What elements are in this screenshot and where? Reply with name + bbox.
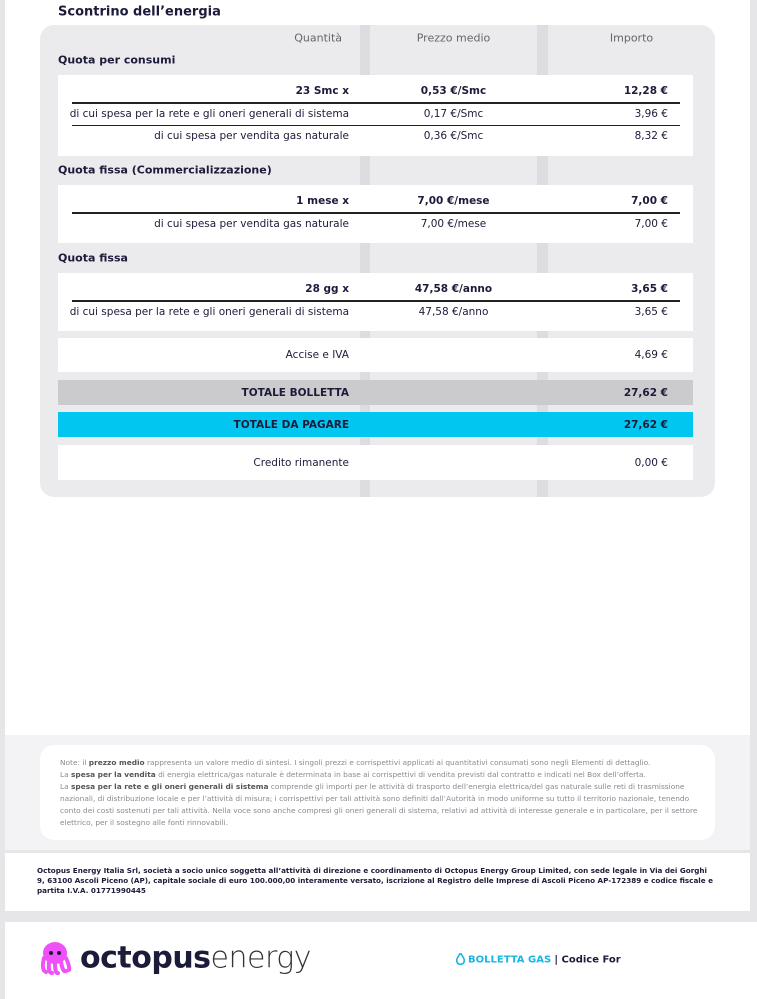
summary-row <box>58 380 693 405</box>
amount: 7,00 € <box>634 217 668 230</box>
code-label: Codice For <box>561 954 621 966</box>
average-price: 47,58 €/anno <box>414 283 493 295</box>
note-paragraph: Note: il prezzo medio rappresenta un val… <box>60 757 705 769</box>
group-block <box>58 185 693 243</box>
gas-icon <box>456 953 465 965</box>
brand-bold: octopus <box>80 940 211 976</box>
notes-box <box>40 745 715 840</box>
summary-row <box>58 412 693 437</box>
logo-bar <box>5 922 757 999</box>
brand: octopusenergy <box>80 940 312 976</box>
row-divider <box>72 212 680 214</box>
average-price: 0,36 €/Smc <box>423 130 484 142</box>
amount: 3,65 € <box>634 305 668 318</box>
summary-label: Credito rimanente <box>253 456 349 469</box>
note-text: rappresenta un valore medio di sintesi. … <box>144 758 651 767</box>
summary-label: TOTALE BOLLETTA <box>241 386 349 399</box>
average-price: 47,58 €/anno <box>418 305 489 318</box>
quantity: di cui spesa per la rete e gli oneri gen… <box>69 107 349 120</box>
section-title: Scontrino dell’energia <box>58 4 221 20</box>
note-emphasis: spesa per la rete e gli oneri generali d… <box>71 782 269 791</box>
column-header: Importo <box>609 31 654 45</box>
summary-row <box>58 445 693 480</box>
group-block <box>58 273 693 331</box>
average-price: 0,53 €/Smc <box>420 85 487 97</box>
octopus-icon <box>40 942 72 976</box>
quantity: 28 gg x <box>305 283 349 295</box>
amount: 7,00 € <box>631 195 668 207</box>
quantity: di cui spesa per la rete e gli oneri gen… <box>69 305 349 318</box>
bill-type: BOLLETTA GAS <box>468 954 552 966</box>
notes-text: Note: il prezzo medio rappresenta un val… <box>60 757 705 829</box>
note-text: di energia elettrica/gas naturale è dete… <box>155 770 646 779</box>
amount: 3,96 € <box>634 107 668 120</box>
note-paragraph: La spesa per la vendita di energia elett… <box>60 769 705 781</box>
column-header: Quantità <box>294 31 342 45</box>
note-text: La <box>60 770 71 779</box>
amount: 12,28 € <box>623 85 668 97</box>
brand-light: energy <box>210 940 312 976</box>
bill-header: BOLLETTA GAS | Codice For <box>468 954 621 966</box>
row-divider <box>72 300 680 302</box>
note-text: Note: il <box>60 758 89 767</box>
note-emphasis: spesa per la vendita <box>71 770 156 779</box>
summary-amount: 27,62 € <box>623 386 668 399</box>
summary-label: TOTALE DA PAGARE <box>233 418 349 431</box>
column-header: Prezzo medio <box>416 31 491 45</box>
note-emphasis: prezzo medio <box>88 758 145 767</box>
amount: 8,32 € <box>634 130 668 142</box>
row-divider <box>72 124 680 126</box>
group-block <box>58 75 693 156</box>
quantity: di cui spesa per vendita gas naturale <box>154 217 349 230</box>
quantity: 1 mese x <box>296 195 349 207</box>
quantity: di cui spesa per vendita gas naturale <box>154 130 349 142</box>
column-gutter <box>537 25 548 497</box>
company-info: Octopus Energy Italia Srl, società a soc… <box>37 866 714 895</box>
note-paragraph: La spesa per la rete e gli oneri general… <box>60 781 705 829</box>
average-price: 7,00 €/mese <box>417 195 490 207</box>
summary-label: Accise e IVA <box>285 349 349 361</box>
summary-amount: 27,62 € <box>623 418 668 431</box>
footer <box>5 853 750 911</box>
average-price: 0,17 €/Smc <box>423 107 484 120</box>
column-gutter <box>360 25 370 497</box>
row-divider <box>72 102 680 104</box>
group-title: Quota per consumi <box>58 53 176 67</box>
group-title: Quota fissa (Commercializzazione) <box>58 163 272 177</box>
quantity: 23 Smc x <box>295 85 349 97</box>
summary-amount: 4,69 € <box>634 349 668 361</box>
summary-amount: 0,00 € <box>634 456 668 469</box>
group-title: Quota fissa <box>58 251 128 265</box>
amount: 3,65 € <box>631 283 668 295</box>
summary-row <box>58 338 693 372</box>
average-price: 7,00 €/mese <box>420 217 487 230</box>
note-text: La <box>60 782 71 791</box>
note-text: comprende gli importi per le attività di… <box>60 782 698 827</box>
